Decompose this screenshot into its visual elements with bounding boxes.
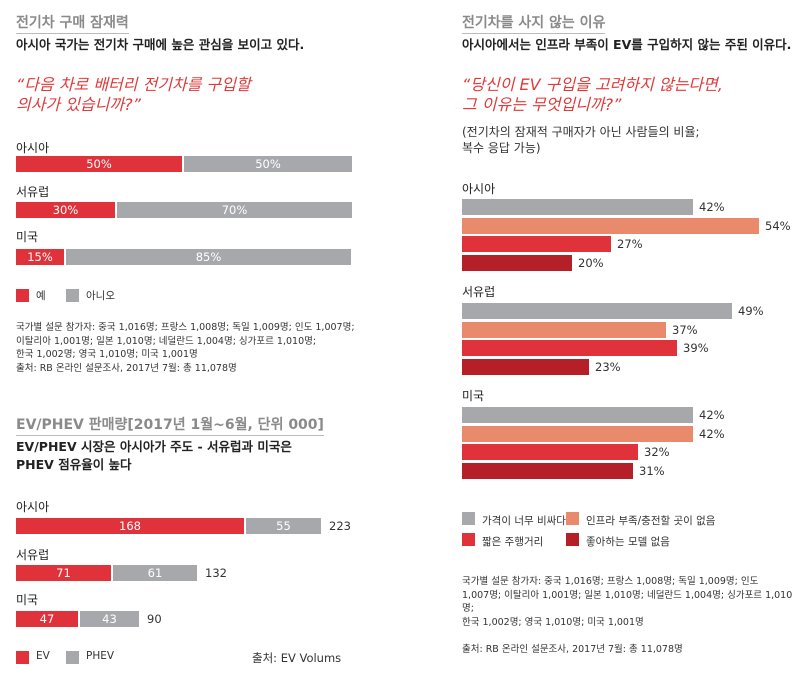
category-label: 미국 xyxy=(16,593,39,607)
bar-infra xyxy=(462,322,666,338)
bar-model xyxy=(462,255,572,271)
panel3-question-line2: 그 이유는 무엇입니까?” xyxy=(462,95,622,114)
panel2-subtitle-line2: PHEV 점유율이 높다 xyxy=(16,457,132,472)
legend-price-swatch xyxy=(462,512,475,525)
bar-no: 70% xyxy=(117,202,352,218)
bar-infra xyxy=(462,426,693,442)
legend-infra-label: 인프라 부족/충전할 곳이 없음 xyxy=(586,515,716,527)
category-label: 아시아 xyxy=(16,141,50,155)
legend-phev-label: PHEV xyxy=(86,650,115,662)
legend-yes-swatch xyxy=(16,289,29,302)
legend-range-swatch xyxy=(462,533,475,546)
legend-yes-label: 예 xyxy=(36,290,46,302)
legend-phev-swatch xyxy=(66,651,79,664)
panel3-note-line: 1,007명; 이탈리아 1,001명; 일본 1,010명; 네덜란드 1,0… xyxy=(462,589,793,615)
bar-yes: 50% xyxy=(16,156,182,172)
panel2-title: EV/PHEV 판매량[2017년 1월~6월, 단위 000] xyxy=(16,414,324,436)
category-label: 미국 xyxy=(16,230,39,244)
legend-range-label: 짧은 주행거리 xyxy=(482,536,544,548)
value-label: 37% xyxy=(672,323,698,337)
panel1-subtitle: 아시아 국가는 전기차 구매에 높은 관심을 보이고 있다. xyxy=(16,37,305,52)
panel1-notes: 국가별 설문 참가자: 중국 1,016명; 프랑스 1,008명; 독일 1,… xyxy=(16,321,355,375)
panel1-question-line2: 의사가 있습니까?” xyxy=(16,95,141,114)
legend-price-label: 가격이 너무 비싸다 xyxy=(482,515,566,527)
value-label: 39% xyxy=(683,341,709,355)
purchase-intent-chart: 아시아 50% 50% 서유럽 30% 70% 미국 15% 85% xyxy=(0,0,400,290)
category-label: 서유럽 xyxy=(16,185,50,199)
bar-yes: 15% xyxy=(16,249,64,265)
legend-infra-swatch xyxy=(566,512,579,525)
panel2-source: 출처: EV Volums xyxy=(252,651,342,665)
bar-phev: 61 xyxy=(113,565,197,581)
value-label: 49% xyxy=(738,304,764,318)
legend-model-label: 좋아하는 모델 없음 xyxy=(586,536,670,548)
category-label: 아시아 xyxy=(462,182,496,196)
category-label: 서유럽 xyxy=(462,285,496,299)
value-label: 20% xyxy=(578,256,604,270)
bar-price xyxy=(462,199,693,215)
bar-phev: 55 xyxy=(246,518,321,534)
panel2-subtitle: EV/PHEV 시장은 아시아가 주도 - 서유럽과 미국은 PHEV 점유율이… xyxy=(16,438,292,474)
bar-infra xyxy=(462,218,759,234)
panel3-notes: 국가별 설문 참가자: 중국 1,016명; 프랑스 1,008명; 독일 1,… xyxy=(462,575,800,629)
panel3-note-line1: (전기차의 잠재적 구매자가 아닌 사람들의 비율; xyxy=(462,125,700,139)
value-label: 31% xyxy=(639,464,665,478)
bar-model xyxy=(462,359,589,375)
panel3-note-line: 국가별 설문 참가자: 중국 1,016명; 프랑스 1,008명; 독일 1,… xyxy=(462,576,759,587)
panel3-note-line: 한국 1,002명; 영국 1,010명; 미국 1,001명 xyxy=(462,616,644,628)
value-label: 54% xyxy=(765,219,791,233)
legend-no-swatch xyxy=(66,289,79,302)
panel3-note: (전기차의 잠재적 구매자가 아닌 사람들의 비율; 복수 응답 가능) xyxy=(462,124,700,156)
panel3-source: 출처: RB 온라인 설문조사, 2017년 7월: 총 11,078명 xyxy=(462,644,683,655)
panel2-subtitle-line1: EV/PHEV 시장은 아시아가 주도 - 서유럽과 미국은 xyxy=(16,439,292,454)
bar-phev: 43 xyxy=(80,611,139,627)
value-label: 42% xyxy=(699,408,725,422)
value-label: 27% xyxy=(617,237,643,251)
legend-ev-swatch xyxy=(16,651,29,664)
total-label: 223 xyxy=(329,519,351,533)
value-label: 42% xyxy=(699,427,725,441)
bar-ev: 47 xyxy=(16,611,78,627)
panel3-question: “당신이 EV 구입을 고려하지 않는다면, 그 이유는 무엇입니까?” xyxy=(462,75,723,115)
category-label: 아시아 xyxy=(16,500,50,514)
bar-range xyxy=(462,340,677,356)
bar-range xyxy=(462,444,638,460)
bar-range xyxy=(462,236,611,252)
bar-price xyxy=(462,303,732,319)
total-label: 132 xyxy=(205,566,227,580)
panel1-note-line: 한국 1,002명; 영국 1,010명; 미국 1,001명 xyxy=(16,349,198,360)
bar-no: 85% xyxy=(66,249,351,265)
value-label: 42% xyxy=(699,200,725,214)
non-purchase-reasons-chart: 아시아 42% 54% 27% 20% 서유럽 49% 37% 39% 23% 미국 42% 42% 32… xyxy=(400,0,800,500)
category-label: 서유럽 xyxy=(16,548,50,562)
legend-no-label: 아니오 xyxy=(86,290,115,302)
bar-yes: 30% xyxy=(16,202,115,218)
panel1-note-line: 이탈리아 1,001명; 일본 1,010명; 네덜란드 1,004명; 싱가포… xyxy=(16,335,317,347)
panel3-question-line1: “당신이 EV 구입을 고려하지 않는다면, xyxy=(462,75,723,94)
panel3-subtitle: 아시아에서는 인프라 부족이 EV를 구입하지 않는 주된 이유다. xyxy=(462,37,792,52)
value-label: 32% xyxy=(644,445,670,459)
value-label: 23% xyxy=(595,360,621,374)
panel1-title: 전기차 구매 잠재력 xyxy=(16,12,129,34)
panel1-question-line1: “다음 차로 배터리 전기차를 구입할 xyxy=(16,75,251,94)
panel3-note-line2: 복수 응답 가능) xyxy=(462,141,541,155)
sales-chart: 아시아 168 55 223 서유럽 71 61 132 미국 47 43 90 xyxy=(16,500,351,627)
bar-model xyxy=(462,463,633,479)
panel1-note-line: 국가별 설문 참가자: 중국 1,016명; 프랑스 1,008명; 독일 1,… xyxy=(16,322,355,333)
bar-no: 50% xyxy=(184,156,352,172)
panel3-title: 전기차를 사지 않는 이유 xyxy=(462,12,606,34)
category-label: 미국 xyxy=(462,389,485,403)
bar-price xyxy=(462,407,693,423)
panel1-source: 출처: RB 온라인 설문조사, 2017년 7월: 총 11,078명 xyxy=(16,362,237,374)
panel1-question: “다음 차로 배터리 전기차를 구입할 의사가 있습니까?” xyxy=(16,75,251,115)
bar-ev: 168 xyxy=(16,518,244,534)
total-label: 90 xyxy=(147,612,162,626)
bar-ev: 71 xyxy=(16,565,111,581)
legend-ev-label: EV xyxy=(36,650,50,662)
legend-model-swatch xyxy=(566,533,579,546)
